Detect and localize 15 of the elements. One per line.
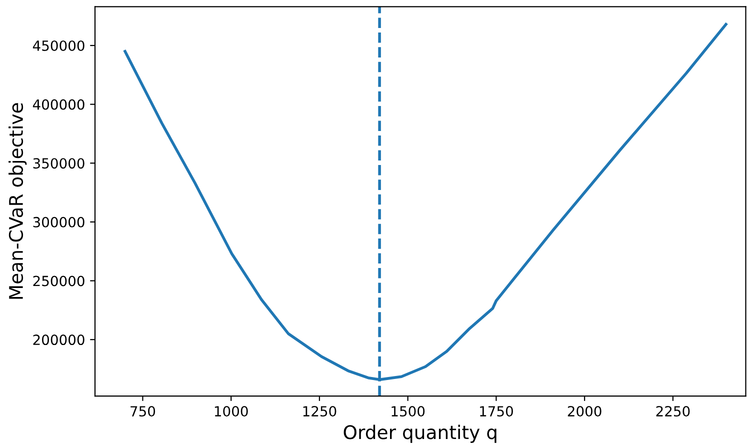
x-tick-label: 750 bbox=[130, 406, 156, 417]
x-tick-label: 1500 bbox=[392, 406, 425, 417]
y-tick-label: 300000 bbox=[33, 216, 84, 228]
x-tick-label: 1750 bbox=[480, 406, 513, 417]
x-tick-label: 2250 bbox=[656, 406, 690, 417]
x-tick-label: 1000 bbox=[214, 406, 248, 417]
x-tick-label: 2000 bbox=[568, 406, 602, 417]
y-tick-label: 450000 bbox=[32, 40, 84, 51]
y-tick-label: 200000 bbox=[33, 334, 84, 346]
y-tick-label: 250000 bbox=[33, 276, 84, 286]
y-tick-label: 400000 bbox=[32, 99, 84, 110]
x-tick-label: 1250 bbox=[303, 406, 336, 417]
y-axis-title: Mean-CVaR objective bbox=[8, 103, 27, 299]
y-tick-label: 350000 bbox=[33, 158, 84, 169]
x-axis-title: Order quantity q bbox=[344, 424, 496, 443]
